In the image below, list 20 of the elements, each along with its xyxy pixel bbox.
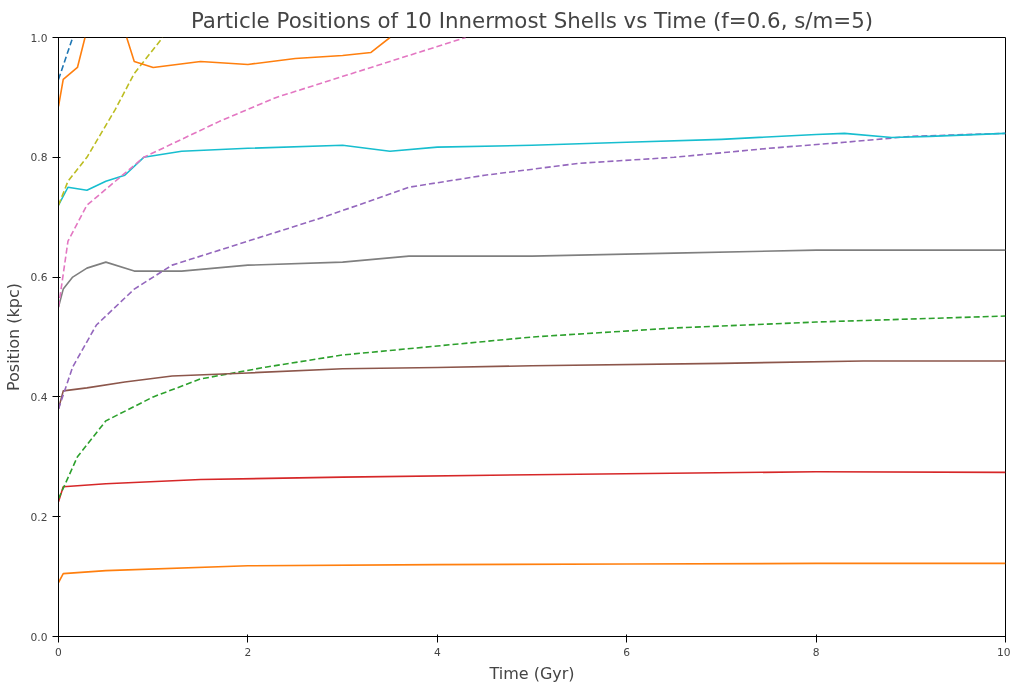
- y-tick-label: 1.0: [30, 31, 48, 45]
- line-series: [58, 470, 1006, 503]
- chart-title: Particle Positions of 10 Innermost Shells vs Time (f=0.6, s/m=5): [190, 7, 874, 33]
- x-tick-label: 6: [623, 645, 631, 659]
- line-series: [58, 37, 467, 308]
- x-tick-label: 10: [996, 645, 1011, 659]
- line-series: [58, 562, 1006, 584]
- x-tick-label: 0: [55, 645, 63, 659]
- x-tick-label: 8: [812, 645, 820, 659]
- y-tick-label: 0.0: [30, 630, 48, 644]
- y-axis-title: Position (kpc): [3, 282, 23, 392]
- x-axis-title: Time (Gyr): [488, 663, 575, 683]
- x-tick-label: 2: [244, 645, 252, 659]
- y-tick-label: 0.2: [30, 510, 48, 524]
- line-series: [58, 315, 1006, 500]
- line-series: [58, 37, 164, 207]
- y-tick-label: 0.4: [30, 390, 48, 404]
- y-tick-label: 0.8: [30, 151, 48, 165]
- y-tick-label: 0.6: [30, 271, 48, 285]
- x-tick-label: 4: [433, 645, 441, 659]
